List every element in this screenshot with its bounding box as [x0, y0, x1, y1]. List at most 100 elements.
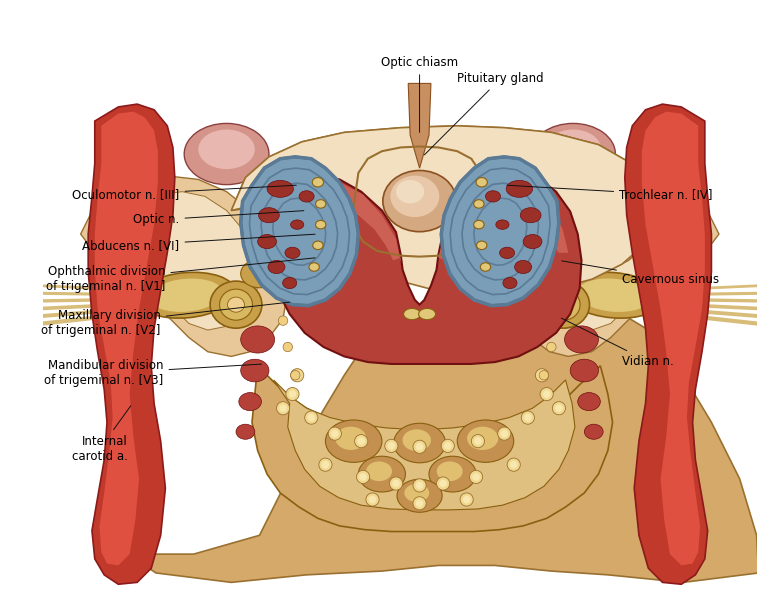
Ellipse shape	[313, 241, 323, 249]
Ellipse shape	[258, 208, 279, 223]
Ellipse shape	[515, 260, 531, 274]
Polygon shape	[104, 192, 259, 330]
Ellipse shape	[359, 456, 406, 492]
Circle shape	[413, 440, 426, 453]
Circle shape	[551, 316, 561, 326]
Polygon shape	[88, 104, 175, 584]
Circle shape	[290, 369, 304, 382]
Polygon shape	[231, 126, 659, 290]
Polygon shape	[231, 126, 659, 293]
Ellipse shape	[402, 429, 431, 451]
Circle shape	[289, 390, 296, 398]
Ellipse shape	[474, 200, 484, 208]
Ellipse shape	[227, 297, 245, 312]
Circle shape	[437, 477, 449, 490]
Circle shape	[472, 473, 480, 481]
Ellipse shape	[457, 420, 514, 462]
Ellipse shape	[578, 393, 600, 410]
Ellipse shape	[564, 272, 662, 318]
Circle shape	[460, 493, 473, 506]
Circle shape	[507, 458, 520, 471]
Text: Abducens n. [VI]: Abducens n. [VI]	[83, 234, 315, 252]
Ellipse shape	[555, 297, 572, 312]
Circle shape	[390, 477, 402, 490]
Polygon shape	[258, 176, 581, 364]
Circle shape	[278, 316, 288, 326]
Ellipse shape	[481, 263, 490, 271]
Circle shape	[553, 402, 565, 415]
Ellipse shape	[522, 260, 559, 287]
Ellipse shape	[500, 247, 515, 258]
Text: Pituitary gland: Pituitary gland	[424, 72, 543, 155]
Ellipse shape	[418, 308, 436, 320]
Circle shape	[500, 430, 508, 437]
Text: Oculomotor n. [III]: Oculomotor n. [III]	[72, 185, 296, 201]
Circle shape	[416, 482, 423, 489]
Circle shape	[277, 402, 290, 415]
Polygon shape	[241, 157, 359, 305]
Ellipse shape	[477, 241, 487, 249]
Polygon shape	[128, 294, 758, 582]
Ellipse shape	[503, 277, 517, 289]
Ellipse shape	[393, 424, 446, 463]
Ellipse shape	[383, 170, 456, 232]
Ellipse shape	[199, 129, 255, 169]
Ellipse shape	[285, 247, 300, 258]
Circle shape	[305, 411, 318, 424]
Ellipse shape	[366, 462, 392, 481]
Circle shape	[356, 470, 370, 484]
Ellipse shape	[397, 479, 442, 512]
Ellipse shape	[404, 484, 429, 502]
Text: Sphenoid
sinus: Sphenoid sinus	[0, 8, 87, 47]
Ellipse shape	[485, 191, 500, 202]
Ellipse shape	[210, 281, 262, 328]
Polygon shape	[441, 157, 559, 305]
Ellipse shape	[325, 420, 382, 462]
Circle shape	[555, 405, 562, 412]
Ellipse shape	[283, 277, 296, 289]
Text: Mandibular division
of trigeminal n. [V3]: Mandibular division of trigeminal n. [V3…	[44, 359, 262, 387]
Ellipse shape	[565, 326, 599, 353]
Ellipse shape	[239, 393, 262, 410]
Text: Ophthalmic division
of trigeminal n. [V1]: Ophthalmic division of trigeminal n. [V1…	[46, 258, 315, 293]
Ellipse shape	[584, 424, 603, 440]
Polygon shape	[269, 182, 568, 263]
Ellipse shape	[496, 220, 509, 229]
Ellipse shape	[545, 129, 601, 169]
Ellipse shape	[136, 272, 236, 318]
Circle shape	[539, 371, 549, 380]
Circle shape	[319, 458, 332, 471]
Circle shape	[540, 387, 553, 401]
Circle shape	[331, 430, 339, 437]
Ellipse shape	[312, 178, 324, 187]
Circle shape	[416, 443, 423, 451]
Circle shape	[543, 390, 550, 398]
Circle shape	[355, 435, 368, 448]
Circle shape	[444, 442, 452, 450]
Text: Trochlear n. [IV]: Trochlear n. [IV]	[507, 185, 713, 201]
Circle shape	[286, 387, 299, 401]
Circle shape	[535, 369, 549, 382]
Circle shape	[308, 414, 315, 421]
Ellipse shape	[390, 176, 440, 217]
Ellipse shape	[520, 208, 541, 223]
Polygon shape	[642, 112, 705, 565]
Ellipse shape	[335, 426, 366, 450]
Ellipse shape	[570, 359, 599, 382]
Circle shape	[538, 371, 546, 379]
Ellipse shape	[437, 462, 462, 481]
Ellipse shape	[241, 359, 269, 382]
Ellipse shape	[474, 220, 484, 229]
Ellipse shape	[258, 235, 277, 249]
Circle shape	[440, 480, 447, 487]
Polygon shape	[80, 176, 288, 356]
Circle shape	[293, 371, 301, 379]
Circle shape	[279, 405, 287, 412]
Circle shape	[290, 371, 300, 380]
Circle shape	[387, 442, 395, 450]
Ellipse shape	[315, 200, 326, 208]
Ellipse shape	[315, 220, 326, 229]
Ellipse shape	[506, 181, 533, 197]
Polygon shape	[512, 176, 719, 356]
Circle shape	[413, 479, 426, 492]
